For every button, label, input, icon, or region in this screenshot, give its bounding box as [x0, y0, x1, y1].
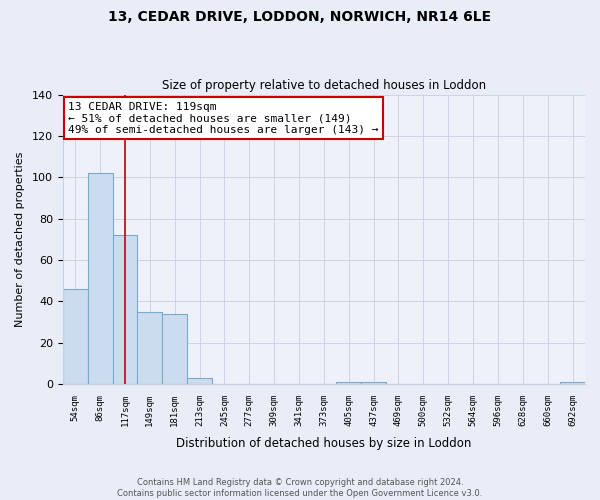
Bar: [113, 235, 137, 384]
Text: 13, CEDAR DRIVE, LODDON, NORWICH, NR14 6LE: 13, CEDAR DRIVE, LODDON, NORWICH, NR14 6…: [109, 10, 491, 24]
Title: Size of property relative to detached houses in Loddon: Size of property relative to detached ho…: [162, 79, 486, 92]
Bar: [137, 312, 162, 384]
X-axis label: Distribution of detached houses by size in Loddon: Distribution of detached houses by size …: [176, 437, 472, 450]
Bar: [162, 314, 187, 384]
Y-axis label: Number of detached properties: Number of detached properties: [15, 152, 25, 327]
Text: Contains HM Land Registry data © Crown copyright and database right 2024.
Contai: Contains HM Land Registry data © Crown c…: [118, 478, 482, 498]
Bar: [337, 382, 361, 384]
Bar: [361, 382, 386, 384]
Bar: [88, 173, 113, 384]
Bar: [560, 382, 585, 384]
Text: 13 CEDAR DRIVE: 119sqm
← 51% of detached houses are smaller (149)
49% of semi-de: 13 CEDAR DRIVE: 119sqm ← 51% of detached…: [68, 102, 379, 135]
Bar: [63, 289, 88, 384]
Bar: [187, 378, 212, 384]
